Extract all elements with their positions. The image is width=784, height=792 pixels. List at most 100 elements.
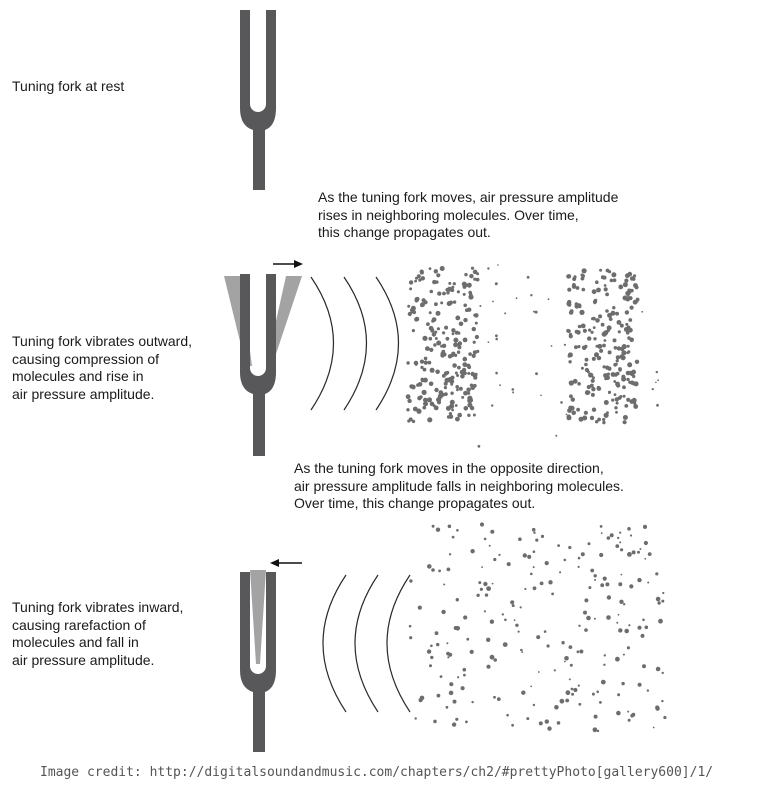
molecule-dot — [544, 561, 549, 566]
molecule-dot — [429, 664, 432, 668]
molecule-dot — [596, 355, 602, 361]
molecule-dot — [427, 417, 433, 423]
molecule-dot — [606, 615, 611, 620]
molecule-dot — [448, 553, 452, 556]
molecule-dot — [406, 408, 410, 412]
molecule-dot — [574, 345, 578, 350]
molecule-dot — [463, 303, 468, 308]
molecule-dot — [423, 397, 428, 403]
molecule-dot — [615, 355, 621, 360]
molecule-dot — [621, 681, 625, 686]
molecule-dot — [561, 641, 565, 645]
molecule-dot — [407, 304, 411, 308]
molecule-dot — [569, 405, 575, 411]
molecule-dot — [618, 628, 623, 633]
molecule-dot — [592, 326, 596, 329]
molecule-dot — [411, 329, 415, 333]
molecule-dot — [587, 542, 591, 546]
molecule-dot — [469, 405, 475, 411]
molecule-dot — [605, 365, 610, 370]
molecule-dot — [629, 534, 633, 537]
molecule-dot — [455, 385, 460, 389]
molecule-dot — [634, 359, 640, 364]
molecule-dot — [419, 695, 425, 701]
molecule-dot — [634, 285, 639, 290]
molecule-dot — [602, 420, 606, 425]
molecule-dot — [569, 394, 573, 399]
molecule-dot — [535, 372, 538, 376]
molecule-dot — [622, 420, 627, 425]
molecule-dot — [443, 386, 447, 390]
molecule-dot — [412, 406, 418, 412]
molecule-dot — [407, 398, 412, 404]
molecule-dot — [605, 309, 609, 313]
molecule-dot — [597, 417, 601, 422]
molecule-dot — [436, 400, 442, 405]
molecule-dot — [605, 292, 609, 297]
molecule-dot — [430, 644, 433, 648]
molecule-dot — [520, 648, 523, 652]
molecule-dot — [530, 294, 533, 297]
molecule-dot — [631, 712, 636, 717]
molecule-dot — [588, 328, 592, 332]
molecule-dot — [591, 376, 595, 380]
molecule-dot — [661, 671, 664, 675]
molecule-dot — [602, 365, 606, 369]
molecule-dot — [619, 531, 622, 534]
molecule-dot — [475, 277, 480, 282]
molecule-dot — [626, 377, 630, 382]
molecule-dot — [577, 345, 581, 349]
molecule-dot — [483, 610, 486, 613]
molecule-dot — [564, 660, 566, 663]
molecule-dot — [441, 349, 446, 354]
molecule-dot — [640, 633, 645, 638]
molecule-dot — [409, 636, 413, 640]
molecule-dot — [464, 272, 468, 277]
molecule-dot — [427, 397, 432, 403]
molecule-dot — [626, 397, 631, 402]
molecule-dot — [497, 264, 499, 266]
molecule-dot — [446, 567, 451, 572]
molecule-dot — [538, 721, 543, 726]
molecule-dot — [455, 598, 459, 602]
molecule-dot — [428, 336, 433, 341]
molecule-dot — [596, 729, 600, 733]
molecule-dot — [533, 531, 536, 534]
molecule-dot — [617, 536, 620, 540]
molecule-dot — [493, 695, 496, 699]
molecule-dot — [600, 275, 605, 280]
molecule-dot — [515, 297, 518, 300]
molecule-dot — [468, 352, 472, 356]
left-arrow-icon — [270, 559, 302, 567]
molecule-dot — [471, 700, 474, 704]
molecule-dot — [471, 326, 476, 332]
molecule-dot — [442, 291, 446, 296]
molecule-dot — [571, 692, 575, 696]
molecule-dot — [453, 342, 458, 348]
molecule-dot — [422, 405, 427, 410]
molecule-dot — [567, 354, 571, 358]
molecule-dot — [658, 618, 663, 624]
molecule-dot — [597, 343, 603, 349]
rarefaction-wavefronts — [322, 574, 411, 713]
molecule-dot — [568, 545, 572, 550]
molecule-dot — [598, 314, 603, 319]
molecule-dot — [451, 285, 455, 289]
molecule-dot — [605, 582, 610, 587]
molecule-dot — [445, 370, 450, 375]
molecule-dot — [448, 300, 453, 305]
molecule-dot — [566, 274, 572, 279]
wavefront-arc — [322, 574, 347, 713]
molecule-dot — [603, 339, 607, 342]
molecule-dot — [486, 664, 491, 669]
molecule-dot — [519, 606, 522, 609]
molecule-dot — [569, 309, 574, 314]
molecule-dot — [622, 385, 626, 390]
molecule-dot — [484, 593, 489, 597]
molecule-dot — [512, 391, 515, 394]
molecule-dot — [623, 603, 626, 606]
molecule-dot — [427, 360, 432, 365]
molecule-dot — [423, 401, 429, 407]
molecule-dot — [436, 273, 441, 278]
